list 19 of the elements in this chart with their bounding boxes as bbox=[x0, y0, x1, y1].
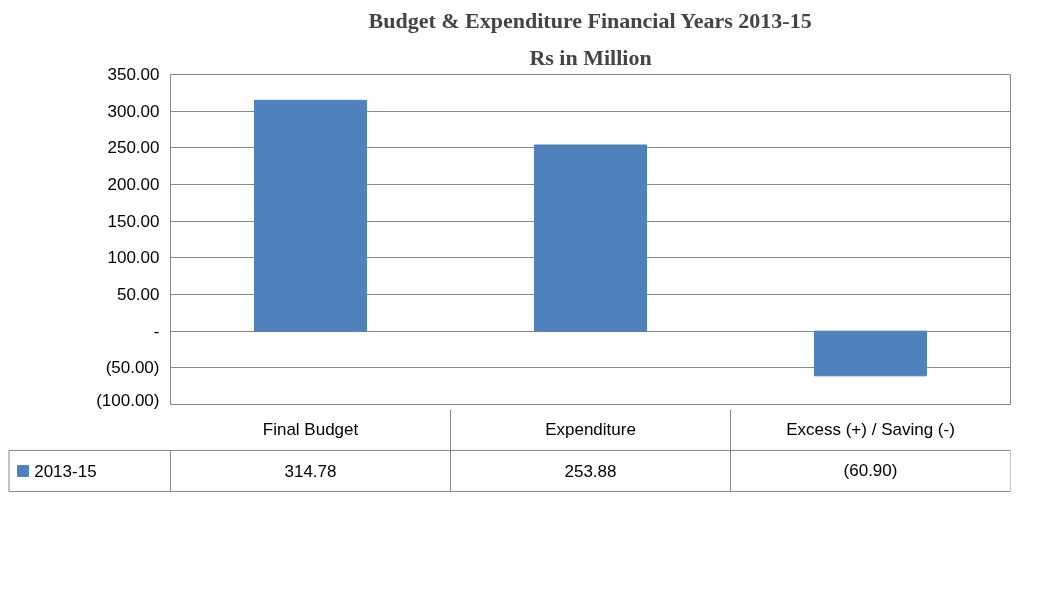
y-tick-label: 300.00 bbox=[107, 101, 160, 121]
x-tick-label: Excess (+) / Saving (-) bbox=[786, 420, 955, 440]
chart-title: Budget & Expenditure Financial Years 2013-15 bbox=[368, 7, 812, 33]
y-tick-label: 150.00 bbox=[107, 211, 160, 231]
y-tick-label: 100.00 bbox=[107, 248, 160, 268]
x-tick-label: Expenditure bbox=[545, 420, 636, 440]
legend-label: 2013-15 bbox=[34, 461, 97, 481]
data-label: (60.90) bbox=[843, 461, 898, 481]
data-label: 314.78 bbox=[284, 461, 337, 481]
y-tick-label: 350.00 bbox=[107, 65, 160, 84]
y-tick-label: - bbox=[153, 321, 160, 341]
y-tick-label: 50.00 bbox=[116, 285, 160, 304]
y-tick-label: (50.00) bbox=[105, 358, 160, 378]
y-tick-label: 200.00 bbox=[107, 175, 160, 194]
x-tick-label: Final Budget bbox=[262, 420, 359, 440]
chart-subtitle: Rs in Million bbox=[529, 44, 652, 70]
y-tick-label: (100.00) bbox=[96, 390, 160, 410]
data-label: 253.88 bbox=[564, 461, 617, 481]
y-tick-label: 250.00 bbox=[107, 138, 160, 158]
